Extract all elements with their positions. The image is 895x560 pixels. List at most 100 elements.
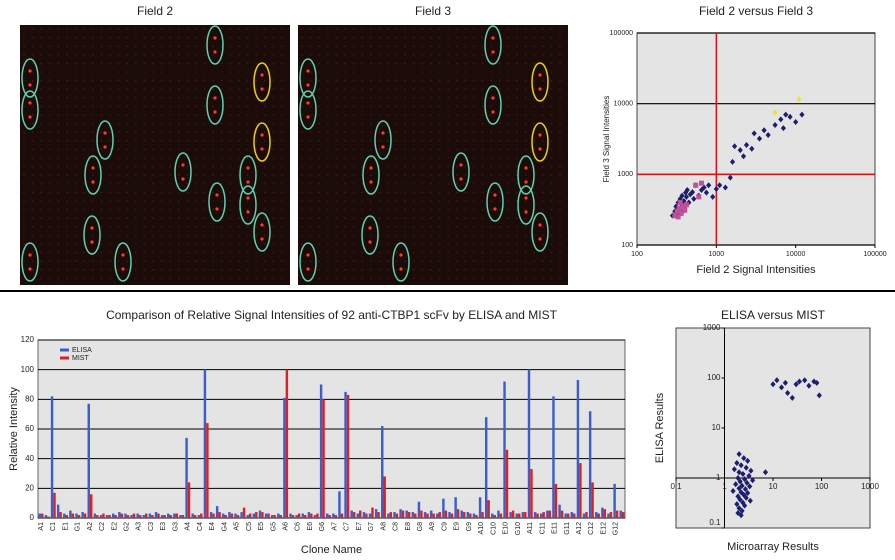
array-spot [447, 192, 449, 194]
array-spot [161, 88, 163, 90]
positive-spot [28, 69, 31, 72]
array-spot [230, 192, 232, 194]
array-spot [336, 80, 338, 82]
array-spot [135, 157, 137, 159]
array-spot [221, 123, 223, 125]
array-spot [456, 200, 458, 202]
array-spot [456, 269, 458, 271]
array-spot [413, 97, 415, 99]
array-spot [212, 131, 214, 133]
array-spot [187, 243, 189, 245]
array-spot [144, 217, 146, 219]
array-spot [187, 200, 189, 202]
array-spot [327, 45, 329, 47]
array-spot [247, 269, 249, 271]
array-spot [439, 97, 441, 99]
array-spot [230, 131, 232, 133]
bar [124, 514, 126, 518]
bar [298, 514, 300, 518]
array-spot [473, 183, 475, 185]
array-spot [152, 28, 154, 30]
array-spot [281, 131, 283, 133]
array-spot [273, 54, 275, 56]
array-spot [439, 192, 441, 194]
array-spot [533, 63, 535, 65]
array-spot [221, 183, 223, 185]
array-spot [66, 97, 68, 99]
array-spot [126, 157, 128, 159]
array-spot [404, 183, 406, 185]
array-spot [135, 183, 137, 185]
array-spot [92, 140, 94, 142]
bar [595, 512, 597, 518]
array-spot [318, 131, 320, 133]
array-spot [439, 269, 441, 271]
array-spot [336, 63, 338, 65]
bar [487, 500, 489, 518]
positive-spot [90, 226, 93, 229]
array-spot [238, 28, 240, 30]
bar [326, 514, 328, 518]
bar [432, 514, 434, 518]
array-spot [273, 243, 275, 245]
array-spot [49, 37, 51, 39]
array-spot [336, 131, 338, 133]
array-spot [135, 226, 137, 228]
array-spot [430, 252, 432, 254]
array-spot [336, 97, 338, 99]
array-spot [387, 226, 389, 228]
array-spot [169, 28, 171, 30]
array-spot [152, 252, 154, 254]
array-spot [195, 123, 197, 125]
array-spot [499, 166, 501, 168]
array-spot [353, 131, 355, 133]
array-spot [230, 88, 232, 90]
positive-spot [260, 133, 263, 136]
bar [286, 370, 288, 518]
array-spot [58, 252, 60, 254]
array-spot [379, 260, 381, 262]
array-spot [109, 114, 111, 116]
array-spot [247, 217, 249, 219]
array-spot [482, 140, 484, 142]
array-spot [344, 252, 346, 254]
array-spot [58, 269, 60, 271]
bar [182, 515, 184, 518]
array-spot [379, 226, 381, 228]
array-spot [178, 149, 180, 151]
array-spot [301, 140, 303, 142]
array-spot [178, 88, 180, 90]
y-axis-title: Field 3 Signal Intensities [602, 96, 611, 183]
array-spot [465, 192, 467, 194]
array-spot [336, 123, 338, 125]
bar [405, 511, 407, 518]
array-spot [75, 226, 77, 228]
array-spot [40, 106, 42, 108]
array-spot [336, 157, 338, 159]
bar [121, 514, 123, 518]
array-spot [178, 252, 180, 254]
array-spot [212, 174, 214, 176]
bar [463, 512, 465, 518]
array-spot [66, 106, 68, 108]
array-spot [75, 37, 77, 39]
array-spot [40, 88, 42, 90]
bar [454, 497, 456, 518]
array-spot [187, 252, 189, 254]
bar [558, 505, 560, 518]
array-spot [187, 63, 189, 65]
array-spot [516, 278, 518, 280]
array-spot [195, 252, 197, 254]
array-spot [387, 243, 389, 245]
bar [265, 514, 267, 518]
array-spot [169, 252, 171, 254]
x-tick-label: 100 [815, 482, 829, 491]
positive-spot [246, 180, 249, 183]
array-spot [32, 71, 34, 73]
array-spot [40, 131, 42, 133]
array-spot [221, 226, 223, 228]
array-spot [264, 114, 266, 116]
array-spot [221, 157, 223, 159]
array-spot [473, 243, 475, 245]
array-spot [542, 235, 544, 237]
